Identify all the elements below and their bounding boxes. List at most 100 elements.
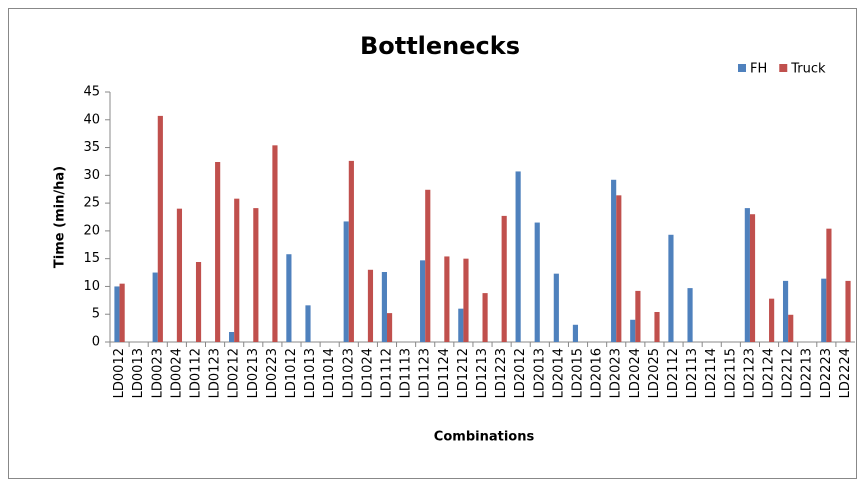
bar [286, 254, 292, 342]
bar [253, 208, 259, 342]
bar [668, 234, 674, 342]
bar [157, 115, 163, 342]
x-tick-label: LD2124 [762, 348, 777, 398]
x-tick-label: LD0112 [188, 348, 203, 398]
bar [553, 273, 559, 342]
chart-title: Bottlenecks [360, 32, 520, 60]
y-tick-label: 5 [92, 307, 100, 322]
x-tick-label: LD2015 [571, 348, 586, 398]
y-tick-label: 35 [83, 140, 100, 155]
legend-swatch [738, 64, 746, 72]
bar [616, 195, 622, 342]
x-tick-label: LD0013 [131, 348, 146, 398]
x-tick-label: LD2023 [609, 348, 624, 398]
bar [386, 313, 393, 342]
x-tick-label: LD2212 [781, 348, 796, 398]
x-tick-label: LD2013 [532, 348, 547, 398]
bar [420, 260, 426, 342]
bar [687, 288, 693, 342]
bar [572, 324, 579, 342]
x-tick-label: LD2123 [742, 348, 757, 398]
bar [234, 198, 240, 342]
x-tick-label: LD1014 [322, 348, 337, 398]
bar [482, 293, 488, 342]
bar [343, 221, 349, 342]
x-tick-label: LD1223 [494, 348, 509, 398]
legend-label: FH [750, 62, 767, 77]
x-tick-label: LD2012 [513, 348, 528, 398]
x-tick-label: LD2113 [685, 348, 700, 398]
bar [458, 308, 464, 342]
y-tick-label: 10 [83, 279, 100, 294]
bar [788, 314, 794, 342]
x-tick-label: LD0023 [150, 348, 165, 398]
bar [119, 283, 125, 342]
bar [114, 286, 120, 342]
bar [195, 262, 202, 342]
x-tick-label: LD2016 [590, 348, 605, 398]
x-tick-label: LD2223 [819, 348, 834, 398]
bar [501, 215, 507, 342]
chart-border [8, 8, 857, 479]
x-tick-label: LD1112 [379, 348, 394, 398]
bar [305, 305, 311, 342]
x-tick-label: LD0212 [227, 348, 242, 398]
bar [782, 280, 789, 342]
bar [215, 162, 221, 342]
y-tick-label: 15 [83, 251, 100, 266]
x-tick-label: LD1213 [475, 348, 490, 398]
x-tick-label: LD0024 [169, 348, 184, 398]
x-tick-label: LD2014 [551, 348, 566, 398]
bar [826, 228, 832, 342]
x-tick-label: LD1212 [456, 348, 471, 398]
x-tick-label: LD1113 [399, 348, 414, 398]
y-tick-label: 45 [83, 85, 100, 100]
bar [152, 272, 158, 342]
bar [821, 278, 827, 342]
y-tick-label: 40 [83, 112, 100, 127]
x-tick-label: LD1123 [418, 348, 433, 398]
x-tick-label: LD0223 [265, 348, 280, 398]
x-tick-label: LD2224 [838, 348, 853, 398]
x-tick-label: LD0012 [112, 348, 127, 398]
x-tick-label: LD2115 [723, 348, 738, 398]
x-tick-label: LD2114 [704, 348, 719, 398]
x-tick-label: LD1012 [284, 348, 299, 398]
legend-label: Truck [790, 62, 826, 77]
bar [845, 280, 851, 342]
x-tick-label: LD2112 [666, 348, 681, 398]
y-tick-label: 0 [92, 335, 100, 350]
bar [534, 222, 540, 342]
bar [515, 171, 521, 342]
bar [630, 319, 636, 342]
x-tick-label: LD2024 [628, 348, 643, 398]
bar [425, 189, 431, 342]
x-tick-label: LD0123 [208, 348, 223, 398]
y-tick-label: 20 [83, 223, 100, 238]
bar [272, 145, 278, 342]
bar [348, 160, 354, 342]
bar [654, 312, 660, 342]
bar [744, 208, 750, 342]
y-tick-label: 30 [83, 168, 100, 183]
x-tick-label: LD1024 [360, 348, 375, 398]
bar [749, 214, 756, 342]
bar [381, 272, 387, 342]
x-axis-title: Combinations [434, 430, 535, 445]
x-tick-label: LD1124 [437, 348, 452, 398]
bar [367, 269, 374, 342]
bar [463, 258, 469, 342]
bar [229, 332, 235, 342]
x-tick-label: LD0213 [246, 348, 261, 398]
bar [635, 290, 641, 342]
x-tick-label: LD2213 [800, 348, 815, 398]
bar [176, 208, 183, 342]
legend-swatch [779, 64, 788, 72]
y-tick-label: 25 [83, 196, 100, 211]
x-tick-label: LD1023 [341, 348, 356, 398]
bar [444, 256, 450, 342]
bar [611, 179, 617, 342]
x-tick-label: LD1013 [303, 348, 318, 398]
y-axis-title: Time (min/ha) [53, 166, 68, 268]
